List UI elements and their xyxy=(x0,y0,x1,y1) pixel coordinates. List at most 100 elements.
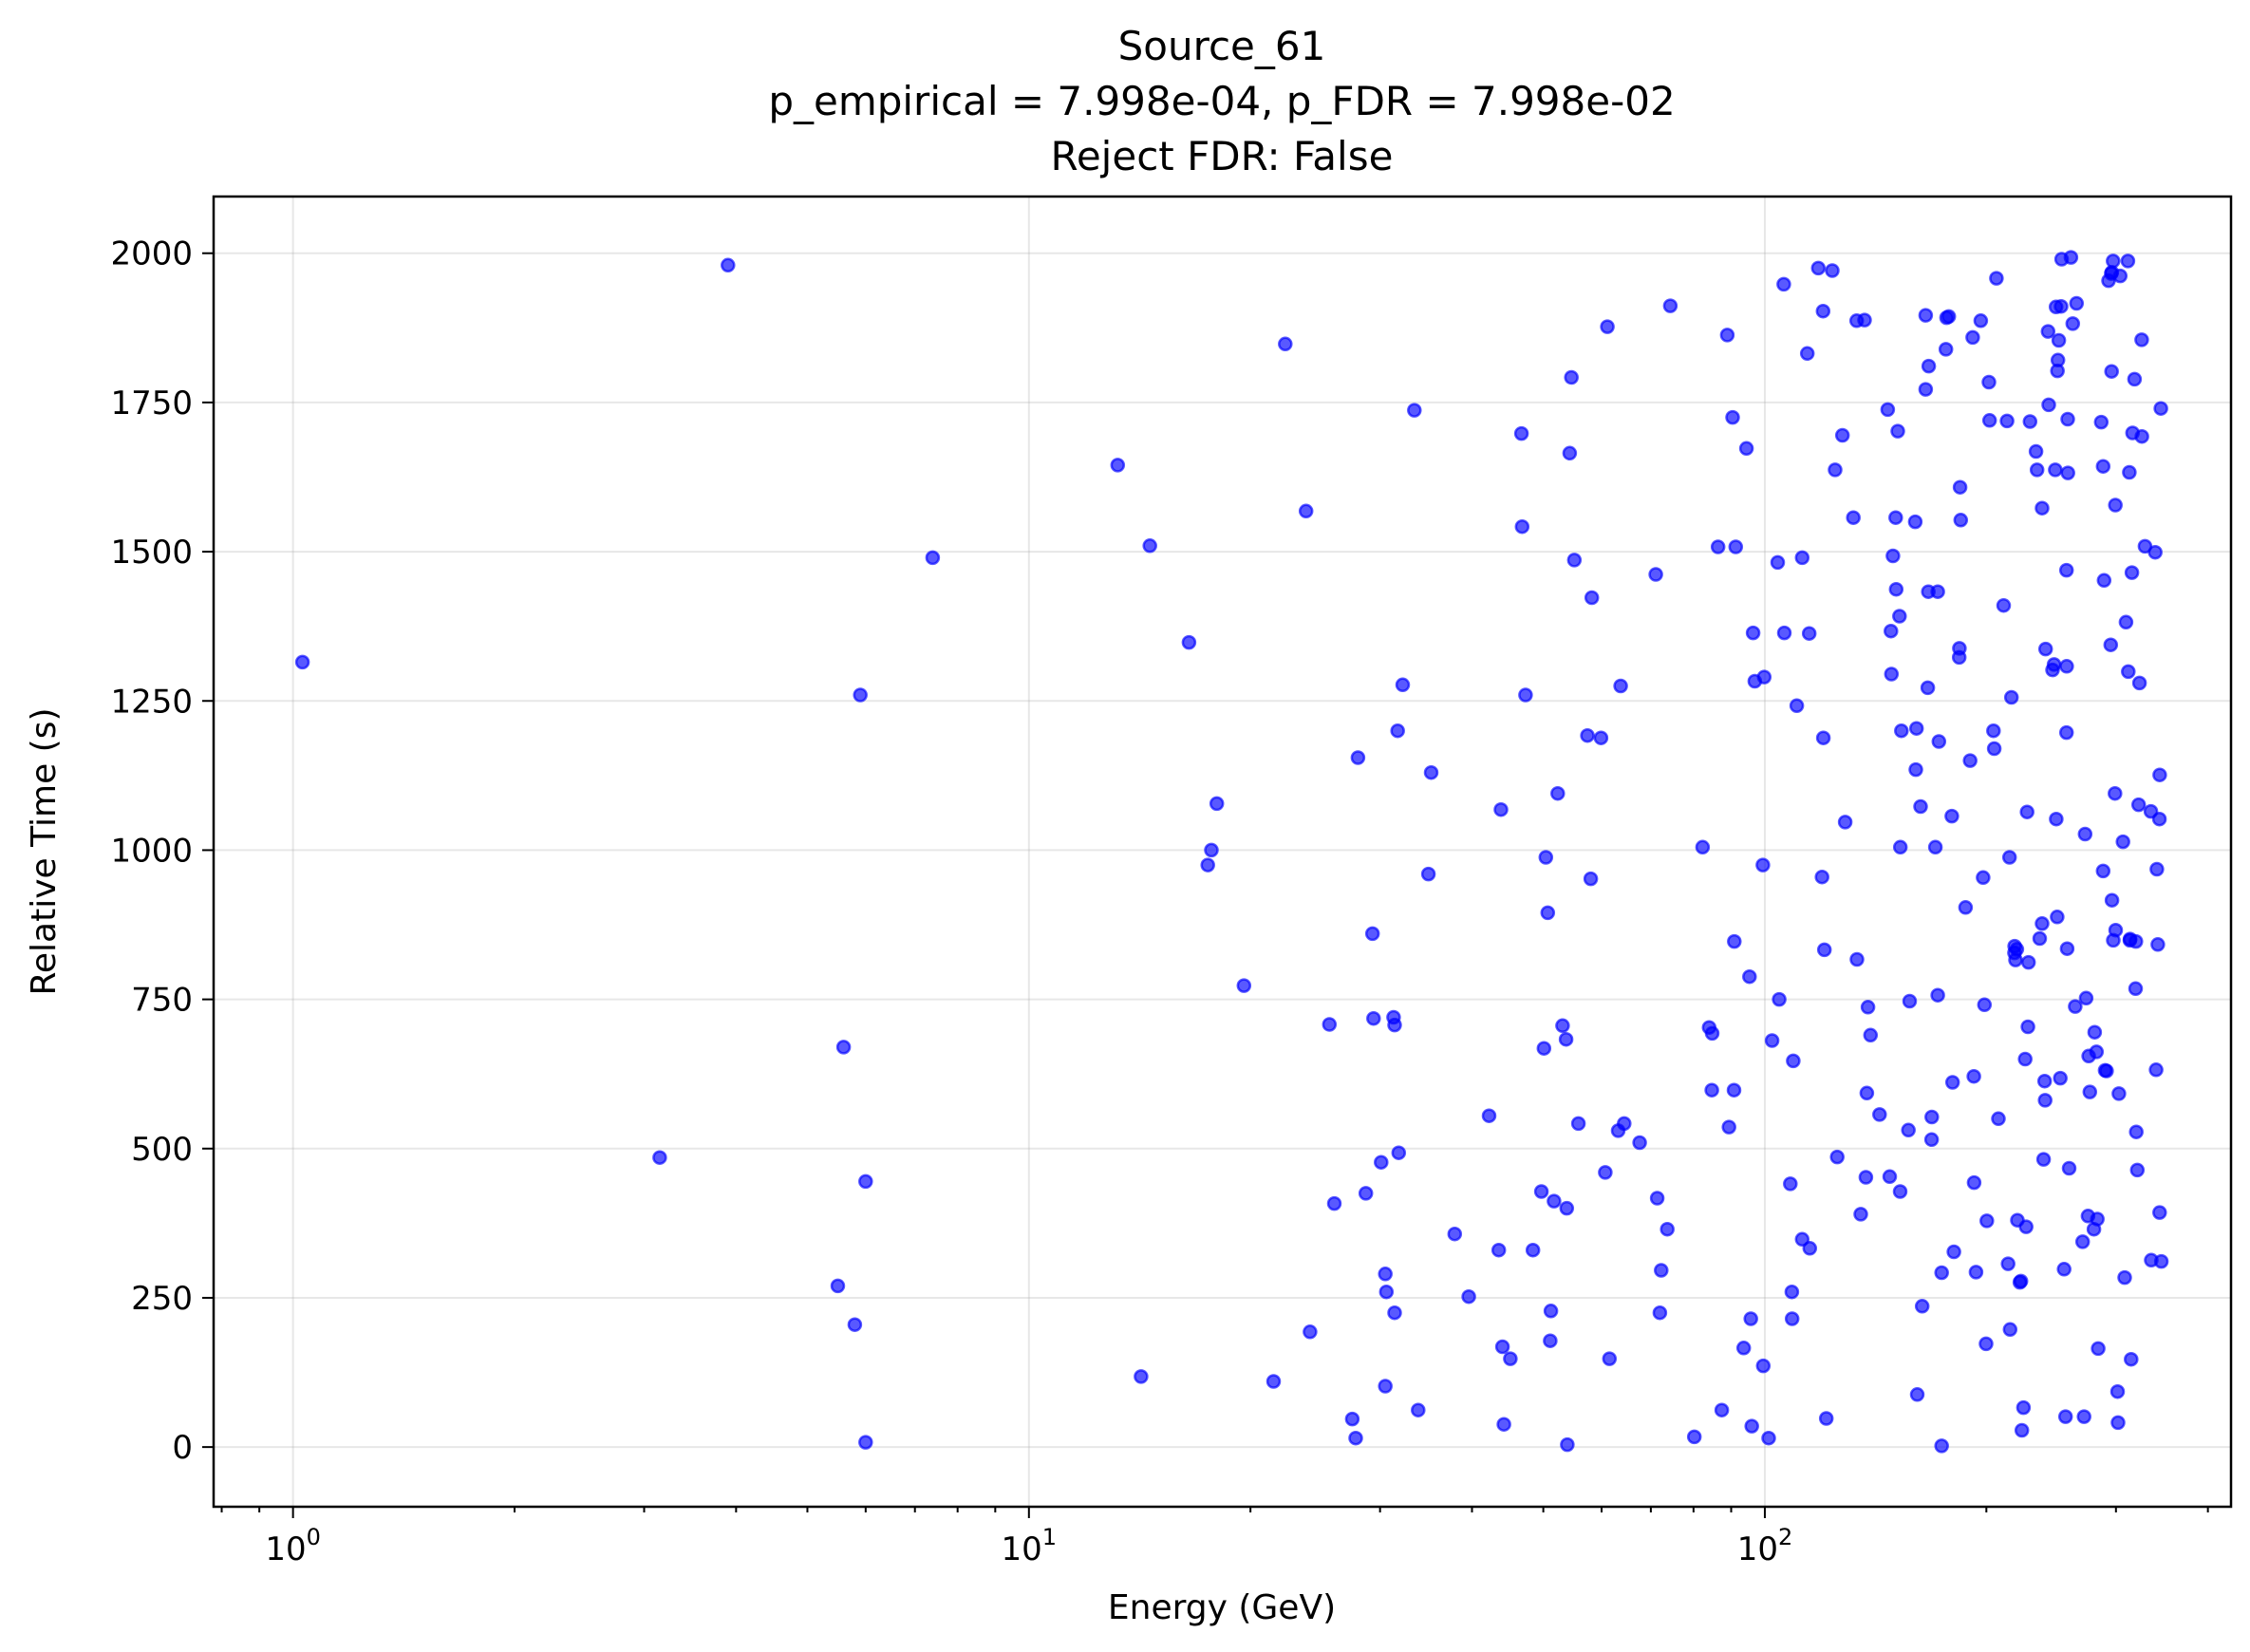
data-point xyxy=(2093,414,2109,430)
data-point xyxy=(1378,1267,1393,1282)
data-point xyxy=(1885,548,1901,564)
data-point xyxy=(1110,458,1126,473)
data-point xyxy=(2127,371,2143,387)
data-point xyxy=(1794,550,1810,566)
data-point xyxy=(1358,1186,1374,1201)
data-point xyxy=(2095,863,2111,879)
data-point xyxy=(2056,1262,2072,1277)
data-point xyxy=(2069,295,2085,311)
y-tick-label: 1000 xyxy=(110,832,193,870)
data-point xyxy=(1378,1284,1395,1300)
data-point xyxy=(2050,352,2066,368)
data-point xyxy=(1934,1438,1949,1454)
data-point xyxy=(1931,734,1947,749)
data-point xyxy=(1564,369,1579,385)
data-point xyxy=(2034,500,2050,516)
data-point xyxy=(1978,1336,1994,1352)
data-point xyxy=(1973,313,1989,329)
data-point xyxy=(2099,1063,2114,1079)
data-point xyxy=(1825,263,1840,278)
data-point xyxy=(1710,539,1726,554)
data-point xyxy=(2128,933,2144,949)
data-point xyxy=(2076,1409,2091,1424)
data-point xyxy=(2003,689,2019,705)
data-point xyxy=(853,687,868,703)
data-point xyxy=(2009,942,2025,957)
data-point xyxy=(2108,922,2124,938)
data-point xyxy=(2035,1152,2052,1167)
data-point xyxy=(2134,428,2149,444)
data-point xyxy=(1236,978,1252,993)
data-point xyxy=(1266,1374,1282,1389)
data-point xyxy=(1649,1191,1665,1206)
data-point xyxy=(2029,462,2045,478)
data-point xyxy=(2149,861,2165,877)
data-point xyxy=(1913,798,1928,815)
axis-ticks: 100 101 102 0 250 500 750 1000 1250 1500 1750 2000 xyxy=(110,235,2209,1568)
data-point xyxy=(1892,1184,1908,1199)
data-point xyxy=(1923,1132,1940,1148)
data-point xyxy=(1858,1170,1874,1185)
data-point xyxy=(1570,1116,1586,1132)
data-point xyxy=(1991,1111,2006,1127)
data-point xyxy=(1930,584,1945,599)
data-point xyxy=(2028,443,2044,460)
data-point xyxy=(1962,753,1978,768)
data-point xyxy=(1810,260,1827,276)
data-point xyxy=(1525,1242,1541,1258)
data-point xyxy=(1632,1135,1647,1151)
data-point xyxy=(1547,1193,1562,1209)
data-point xyxy=(2063,250,2079,265)
data-point xyxy=(1743,1311,1758,1326)
data-point xyxy=(1536,1041,1552,1056)
data-point xyxy=(1981,374,1997,390)
data-point xyxy=(2131,675,2147,691)
data-point xyxy=(2103,637,2119,652)
data-point xyxy=(1965,329,1980,346)
data-point xyxy=(2032,930,2048,947)
data-point xyxy=(2020,954,2036,970)
x-tick-label: 102 xyxy=(1737,1524,1793,1568)
data-point xyxy=(2019,804,2034,819)
data-point xyxy=(1518,687,1533,703)
data-point xyxy=(1726,1082,1742,1098)
data-point xyxy=(1513,425,1529,441)
data-point xyxy=(1744,1418,1759,1434)
data-point xyxy=(1849,951,1865,967)
data-point xyxy=(1742,968,1757,985)
data-point xyxy=(1200,857,1215,873)
data-point xyxy=(1884,666,1900,682)
data-point xyxy=(2089,1044,2105,1060)
y-tick-label: 250 xyxy=(131,1280,193,1318)
data-point xyxy=(2020,1019,2035,1035)
data-point xyxy=(1727,933,1742,949)
y-tick-label: 1250 xyxy=(110,683,193,721)
data-point xyxy=(1298,503,1314,519)
data-point xyxy=(1728,539,1744,554)
data-point xyxy=(2090,1211,2105,1227)
data-point xyxy=(1938,342,1954,357)
data-point xyxy=(2122,464,2137,480)
data-point xyxy=(2018,1219,2034,1234)
data-point xyxy=(2128,1124,2144,1139)
data-point xyxy=(2037,1093,2053,1108)
data-point xyxy=(1550,785,1566,801)
data-point xyxy=(1602,1351,1618,1366)
data-point xyxy=(1134,1369,1149,1384)
data-point xyxy=(1543,1333,1558,1348)
data-point xyxy=(2002,1322,2018,1338)
data-point xyxy=(1204,842,1219,858)
data-point xyxy=(1423,764,1439,780)
data-point xyxy=(1735,1341,1752,1356)
data-point xyxy=(1613,678,1628,694)
data-point xyxy=(2061,1160,2077,1176)
y-tick-label: 0 xyxy=(172,1429,193,1467)
data-point xyxy=(1909,1387,1925,1402)
data-point xyxy=(1783,1176,1798,1192)
data-point xyxy=(1776,276,1791,292)
title-line-3: Reject FDR: False xyxy=(1051,133,1394,179)
data-point xyxy=(1918,308,1934,323)
data-point xyxy=(1946,1244,1961,1260)
data-point xyxy=(1952,641,1967,656)
data-point xyxy=(1593,730,1609,745)
